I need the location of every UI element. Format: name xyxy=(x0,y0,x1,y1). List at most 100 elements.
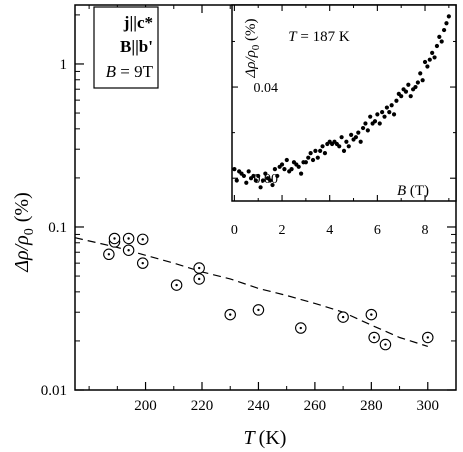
main-x-tick-label: 260 xyxy=(304,398,327,414)
inset-data-point xyxy=(420,78,425,83)
inset-data-point xyxy=(320,144,325,149)
inset-data-point xyxy=(358,139,363,144)
main-dashed-fit-line xyxy=(74,237,428,347)
inset-data-point xyxy=(418,71,423,76)
inset-y-axis-unit: (%) xyxy=(243,18,259,44)
main-data-point xyxy=(136,257,149,269)
inset-data-point xyxy=(275,173,280,179)
inset-temperature-value: = 187 K xyxy=(297,29,350,45)
main-data-point-dot xyxy=(197,277,201,281)
inset-x-tick-label: 4 xyxy=(326,223,333,238)
main-data-point-dot xyxy=(107,253,111,256)
main-y-tick-label: 0.1 xyxy=(48,220,67,236)
inset-data-point xyxy=(375,112,380,117)
main-data-point-dot xyxy=(299,326,302,330)
main-data-point xyxy=(122,232,135,245)
main-data-point xyxy=(224,308,236,321)
inset-data-point xyxy=(308,151,313,156)
inset-x-axis-title: B (T) xyxy=(397,183,429,199)
conditions-legend-box xyxy=(93,6,159,89)
inset-data-point xyxy=(382,114,387,119)
main-data-point xyxy=(193,273,205,285)
main-data-point xyxy=(122,244,135,256)
inset-data-point xyxy=(363,121,368,126)
inset-plot-frame xyxy=(231,4,457,202)
inset-data-point xyxy=(246,169,251,174)
inset-data-point xyxy=(384,105,389,110)
main-data-point xyxy=(365,308,378,321)
main-data-point-dot xyxy=(257,308,260,312)
inset-data-point xyxy=(403,89,409,94)
inset-x-tick-label: 6 xyxy=(374,223,381,238)
inset-data-point xyxy=(322,151,328,156)
main-data-point xyxy=(108,232,121,245)
main-y-tick-label: 1 xyxy=(60,57,68,73)
legend-current-direction: j||c* xyxy=(123,13,153,32)
inset-data-point xyxy=(360,125,366,131)
inset-data-point xyxy=(415,80,420,85)
inset-data-point xyxy=(296,164,301,169)
main-data-point xyxy=(103,248,115,261)
main-data-marks xyxy=(74,232,434,351)
inset-data-point xyxy=(349,132,354,138)
inset-data-point xyxy=(356,130,361,135)
inset-data-point xyxy=(270,182,275,188)
main-data-point-dot xyxy=(141,261,144,265)
inset-data-point xyxy=(372,119,378,124)
inset-data-point xyxy=(315,155,320,160)
inset-data-point xyxy=(256,173,261,179)
main-x-tick-label: 220 xyxy=(191,398,214,414)
inset-data-point xyxy=(427,57,432,62)
inset-data-point xyxy=(234,178,239,183)
main-data-point xyxy=(422,331,434,344)
inset-data-point xyxy=(389,103,394,108)
main-x-axis-symbol: T xyxy=(244,427,257,449)
main-y-axis-title: Δρ/ρ0 (%) xyxy=(11,192,37,272)
inset-data-point xyxy=(368,114,373,119)
main-data-point xyxy=(252,304,265,316)
inset-temperature-annotation: T = 187 K xyxy=(288,29,350,45)
inset-data-point xyxy=(341,148,347,153)
legend-field-symbol: B xyxy=(106,62,117,81)
inset-temperature-symbol: T xyxy=(288,29,298,45)
inset-data-point xyxy=(263,171,268,176)
inset-data-point xyxy=(394,98,399,103)
inset-data-point xyxy=(313,148,318,153)
inset-data-point xyxy=(337,144,342,149)
inset-data-point xyxy=(253,178,258,183)
inset-data-point xyxy=(353,135,359,140)
inset-y-axis-symbol: Δρ/ρ xyxy=(243,50,259,78)
inset-data-point xyxy=(380,110,385,115)
inset-data-point xyxy=(299,171,304,176)
main-data-point xyxy=(337,311,349,323)
inset-y-tick-label: 0.04 xyxy=(254,81,279,96)
inset-data-point xyxy=(318,148,323,153)
main-x-tick-label: 200 xyxy=(134,398,157,414)
main-data-point-dot xyxy=(229,313,232,316)
main-x-axis-title: T (K) xyxy=(244,427,287,449)
legend-field-value: = 9T xyxy=(116,62,154,81)
main-x-tick-label: 300 xyxy=(417,398,440,414)
main-x-axis-unit: (K) xyxy=(259,427,287,449)
main-data-point-dot xyxy=(197,266,201,270)
legend-field-strength: B = 9T xyxy=(106,62,154,81)
inset-y-axis-title: Δρ/ρ0 (%) xyxy=(243,18,262,78)
inset-data-point xyxy=(422,59,428,65)
main-y-tick-label: 0.01 xyxy=(41,383,67,399)
inset-data-point xyxy=(268,178,273,183)
main-x-tick-label: 280 xyxy=(360,398,383,414)
main-data-point xyxy=(295,322,307,334)
main-data-point-dot xyxy=(341,315,345,319)
inset-data-point xyxy=(406,82,411,87)
inset-data-point xyxy=(437,34,442,40)
inset-data-point xyxy=(346,144,351,149)
inset-y-axis-subscript: 0 xyxy=(250,44,262,50)
inset-data-point xyxy=(241,173,247,179)
inset-data-point xyxy=(377,121,382,126)
inset-data-point xyxy=(387,110,392,115)
inset-data-point xyxy=(260,178,266,183)
main-y-axis-symbol: Δρ/ρ xyxy=(11,235,33,273)
inset-x-tick-label: 8 xyxy=(422,223,429,238)
inset-data-point xyxy=(232,166,237,172)
